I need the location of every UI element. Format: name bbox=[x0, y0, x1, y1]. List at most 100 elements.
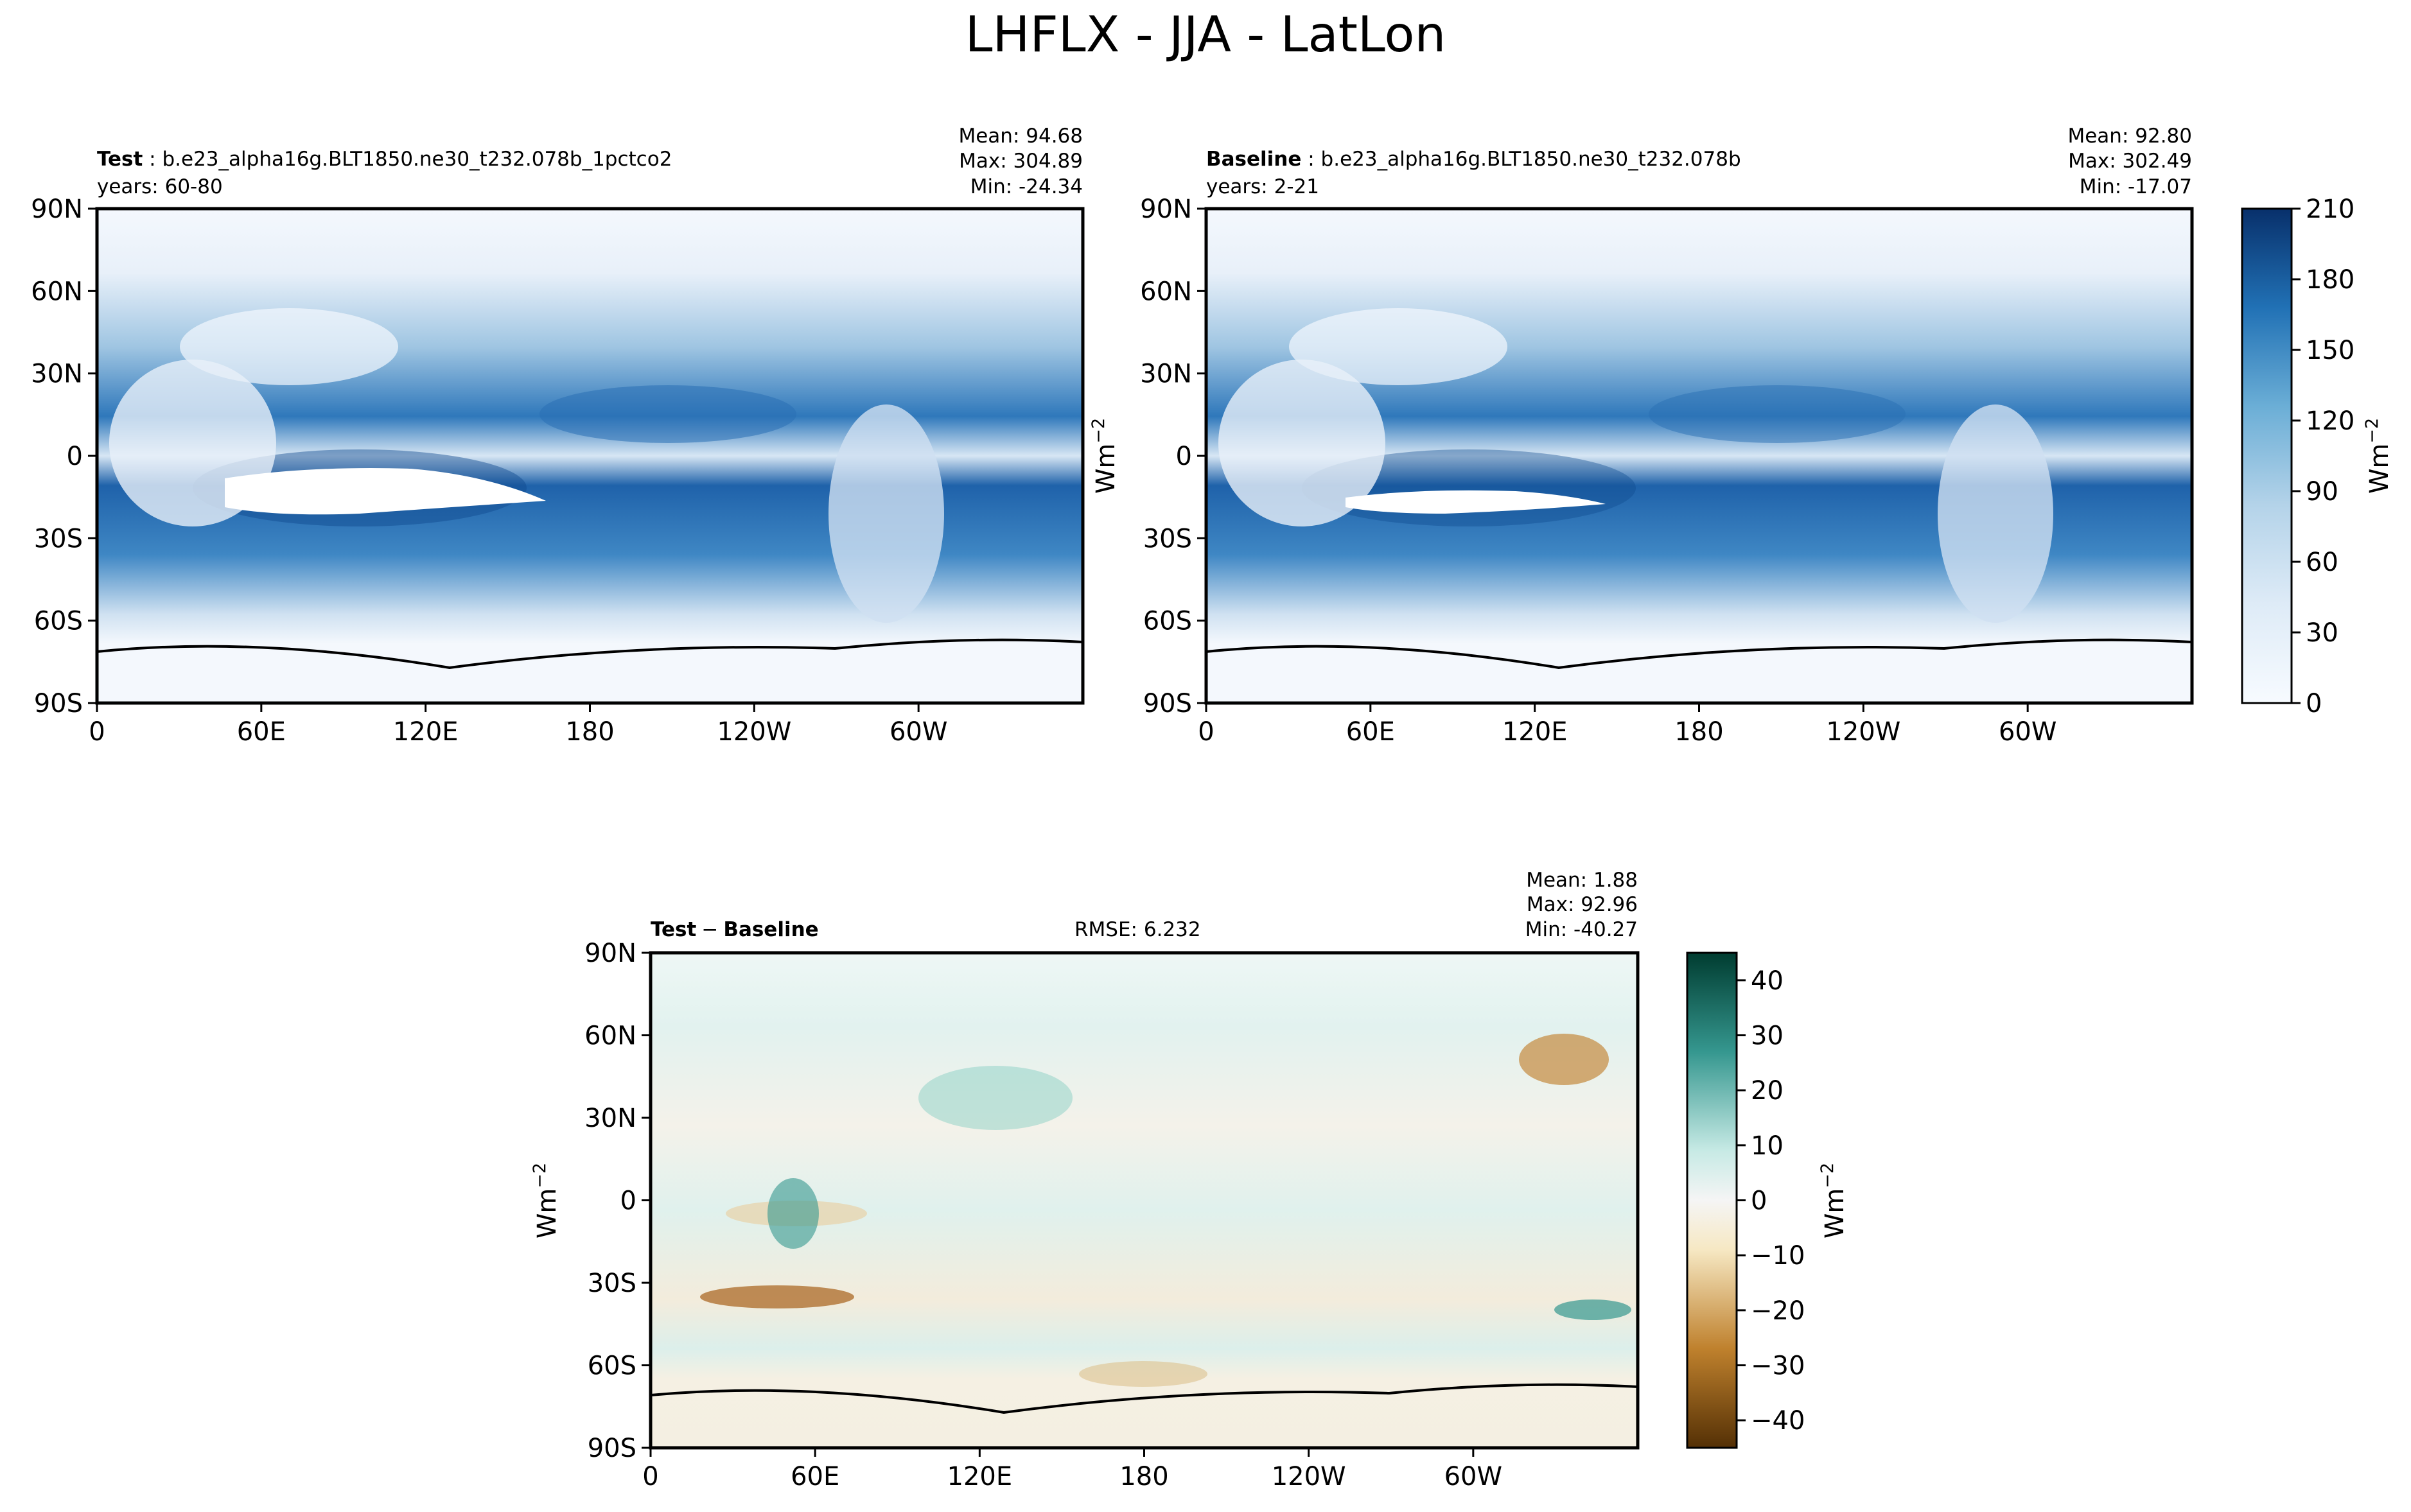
y-tick-label: 90S bbox=[1143, 689, 1192, 718]
x-tick-label: 120E bbox=[947, 1462, 1013, 1491]
difference-label-operator: − bbox=[701, 918, 718, 941]
baseline-panel-heading: Baseline : b.e23_alpha16g.BLT1850.ne30_t… bbox=[1206, 148, 1741, 171]
x-tick-label: 60W bbox=[890, 717, 947, 747]
y-tick-label: 60N bbox=[1140, 277, 1192, 306]
baseline-ylabel-exponent: −2 bbox=[1089, 418, 1109, 444]
test-panel-heading: Test : b.e23_alpha16g.BLT1850.ne30_t232.… bbox=[97, 148, 672, 171]
y-tick-label: 30N bbox=[31, 360, 83, 389]
bottom-colorbar: −40 −30 −20 −10 0 10 20 30 40 Wm−2 bbox=[1686, 952, 1850, 1449]
difference-mean: Mean: 1.88 bbox=[1526, 869, 1638, 892]
top-colorbar: 0 30 60 90 120 150 180 210 Wm−2 bbox=[2241, 195, 2394, 718]
test-max: Max: 304.89 bbox=[959, 150, 1083, 173]
difference-indian-positive bbox=[767, 1178, 819, 1249]
baseline-axis-ticks: 0 60E 120E 180 120W 60W 90N 60N 30N 0 30S 60S 90S bbox=[1140, 195, 2056, 747]
y-tick-label: 30N bbox=[1140, 360, 1192, 389]
baseline-panel-label: Baseline bbox=[1206, 148, 1301, 171]
test-antarctic-coastline bbox=[96, 638, 1083, 670]
y-tick-label: 60S bbox=[588, 1351, 636, 1381]
baseline-case-name: b.e23_alpha16g.BLT1850.ne30_t232.078b bbox=[1321, 148, 1741, 171]
baseline-antarctic-coastline bbox=[1206, 638, 2193, 670]
y-tick-label: 30S bbox=[1143, 524, 1192, 553]
test-missing-data-patch bbox=[225, 468, 546, 515]
y-tick-label: 90N bbox=[1140, 195, 1192, 224]
baseline-ylabel: Wm−2 bbox=[1089, 418, 1121, 494]
top-colorbar-label: Wm−2 bbox=[2362, 418, 2394, 494]
difference-north-atlantic-negative bbox=[1519, 1034, 1609, 1085]
difference-ylabel: Wm−2 bbox=[530, 1163, 562, 1238]
y-tick-label: 60S bbox=[1143, 607, 1192, 636]
baseline-ylabel-unit: Wm bbox=[1091, 444, 1121, 494]
x-tick-label: 120W bbox=[717, 717, 791, 747]
test-asia-land bbox=[180, 308, 398, 385]
colorbar-tick-label: 0 bbox=[2306, 689, 2322, 718]
x-tick-label: 60W bbox=[1999, 717, 2056, 747]
difference-panel-heading: Test − Baseline bbox=[651, 918, 819, 941]
colorbar-tick-label: −40 bbox=[1751, 1406, 1805, 1436]
y-tick-label: 0 bbox=[67, 442, 83, 471]
x-tick-label: 120W bbox=[1272, 1462, 1346, 1491]
baseline-years: years: 2-21 bbox=[1206, 175, 1319, 198]
difference-max: Max: 92.96 bbox=[1527, 893, 1638, 916]
y-tick-label: 60S bbox=[34, 607, 83, 636]
y-tick-label: 90S bbox=[34, 689, 83, 718]
x-tick-label: 60W bbox=[1444, 1462, 1502, 1491]
difference-asia-positive bbox=[918, 1066, 1073, 1130]
baseline-panel-separator: : bbox=[1301, 148, 1320, 171]
colorbar-tick-label: 180 bbox=[2306, 265, 2354, 295]
difference-southern-ocean-negative bbox=[700, 1285, 854, 1308]
colorbar-tick-label: 30 bbox=[2306, 618, 2338, 648]
x-tick-label: 60E bbox=[1346, 717, 1395, 747]
y-tick-label: 90S bbox=[588, 1434, 636, 1463]
x-tick-label: 0 bbox=[642, 1462, 658, 1491]
test-map bbox=[95, 207, 1085, 705]
y-tick-label: 0 bbox=[1176, 442, 1192, 471]
x-tick-label: 180 bbox=[1674, 717, 1723, 747]
colorbar-tick-label: 150 bbox=[2306, 336, 2354, 365]
test-case-name: b.e23_alpha16g.BLT1850.ne30_t232.078b_1p… bbox=[162, 148, 672, 171]
colorbar-tick-label: 20 bbox=[1751, 1076, 1784, 1106]
baseline-missing-data-patch bbox=[1346, 490, 1606, 514]
baseline-mean: Mean: 92.80 bbox=[2067, 125, 2192, 148]
y-tick-label: 0 bbox=[620, 1186, 636, 1216]
y-tick-label: 30S bbox=[588, 1269, 636, 1298]
bottom-colorbar-ticks: −40 −30 −20 −10 0 10 20 30 40 bbox=[1737, 966, 1805, 1436]
colorbar-tick-label: 30 bbox=[1751, 1021, 1784, 1051]
difference-pacific-sector-negative bbox=[1079, 1361, 1207, 1387]
colorbar-tick-label: −10 bbox=[1751, 1241, 1805, 1271]
difference-axis-ticks: 0 60E 120E 180 120W 60W 90N 60N 30N 0 30S 60S 90S bbox=[584, 939, 1502, 1491]
difference-map bbox=[649, 951, 1640, 1450]
baseline-pacific-maximum bbox=[1649, 385, 1906, 443]
colorbar-tick-label: 60 bbox=[2306, 548, 2338, 577]
baseline-africa-land bbox=[1218, 360, 1385, 526]
difference-ylabel-exponent: −2 bbox=[530, 1163, 550, 1188]
bottom-colorbar-label-exponent: −2 bbox=[1818, 1163, 1837, 1188]
difference-label-test: Test bbox=[651, 918, 697, 941]
colorbar-tick-label: 0 bbox=[1751, 1186, 1767, 1216]
colorbar-tick-label: 90 bbox=[2306, 477, 2338, 507]
x-tick-label: 60E bbox=[237, 717, 286, 747]
test-panel: Test : b.e23_alpha16g.BLT1850.ne30_t232.… bbox=[31, 125, 1085, 747]
test-pacific-maximum bbox=[539, 385, 796, 443]
baseline-max: Max: 302.49 bbox=[2068, 150, 2192, 173]
x-tick-label: 0 bbox=[1198, 717, 1214, 747]
top-colorbar-label-unit: Wm bbox=[2365, 444, 2394, 494]
difference-panel: Test − Baseline RMSE: 6.232 Mean: 1.88 Max… bbox=[530, 869, 1640, 1491]
test-panel-label: Test bbox=[97, 148, 143, 171]
test-axis-ticks: 0 60E 120E 180 120W 60W 90N 60N 30N 0 30S 60S 90S bbox=[31, 195, 947, 747]
baseline-min: Min: -17.07 bbox=[2080, 175, 2192, 198]
y-tick-label: 90N bbox=[31, 195, 83, 224]
colorbar-tick-label: 40 bbox=[1751, 966, 1784, 996]
baseline-panel: Baseline : b.e23_alpha16g.BLT1850.ne30_t… bbox=[1089, 125, 2194, 747]
y-tick-label: 60N bbox=[584, 1021, 636, 1051]
test-panel-separator: : bbox=[143, 148, 162, 171]
colorbar-tick-label: 10 bbox=[1751, 1131, 1784, 1161]
colorbar-tick-label: −20 bbox=[1751, 1296, 1805, 1326]
top-colorbar-gradient bbox=[2241, 207, 2293, 704]
difference-antarctic-coastline bbox=[650, 1383, 1638, 1414]
baseline-asia-land bbox=[1289, 308, 1507, 385]
difference-rmse: RMSE: 6.232 bbox=[1074, 918, 1201, 941]
x-tick-label: 120W bbox=[1826, 717, 1900, 747]
x-tick-label: 120E bbox=[393, 717, 459, 747]
